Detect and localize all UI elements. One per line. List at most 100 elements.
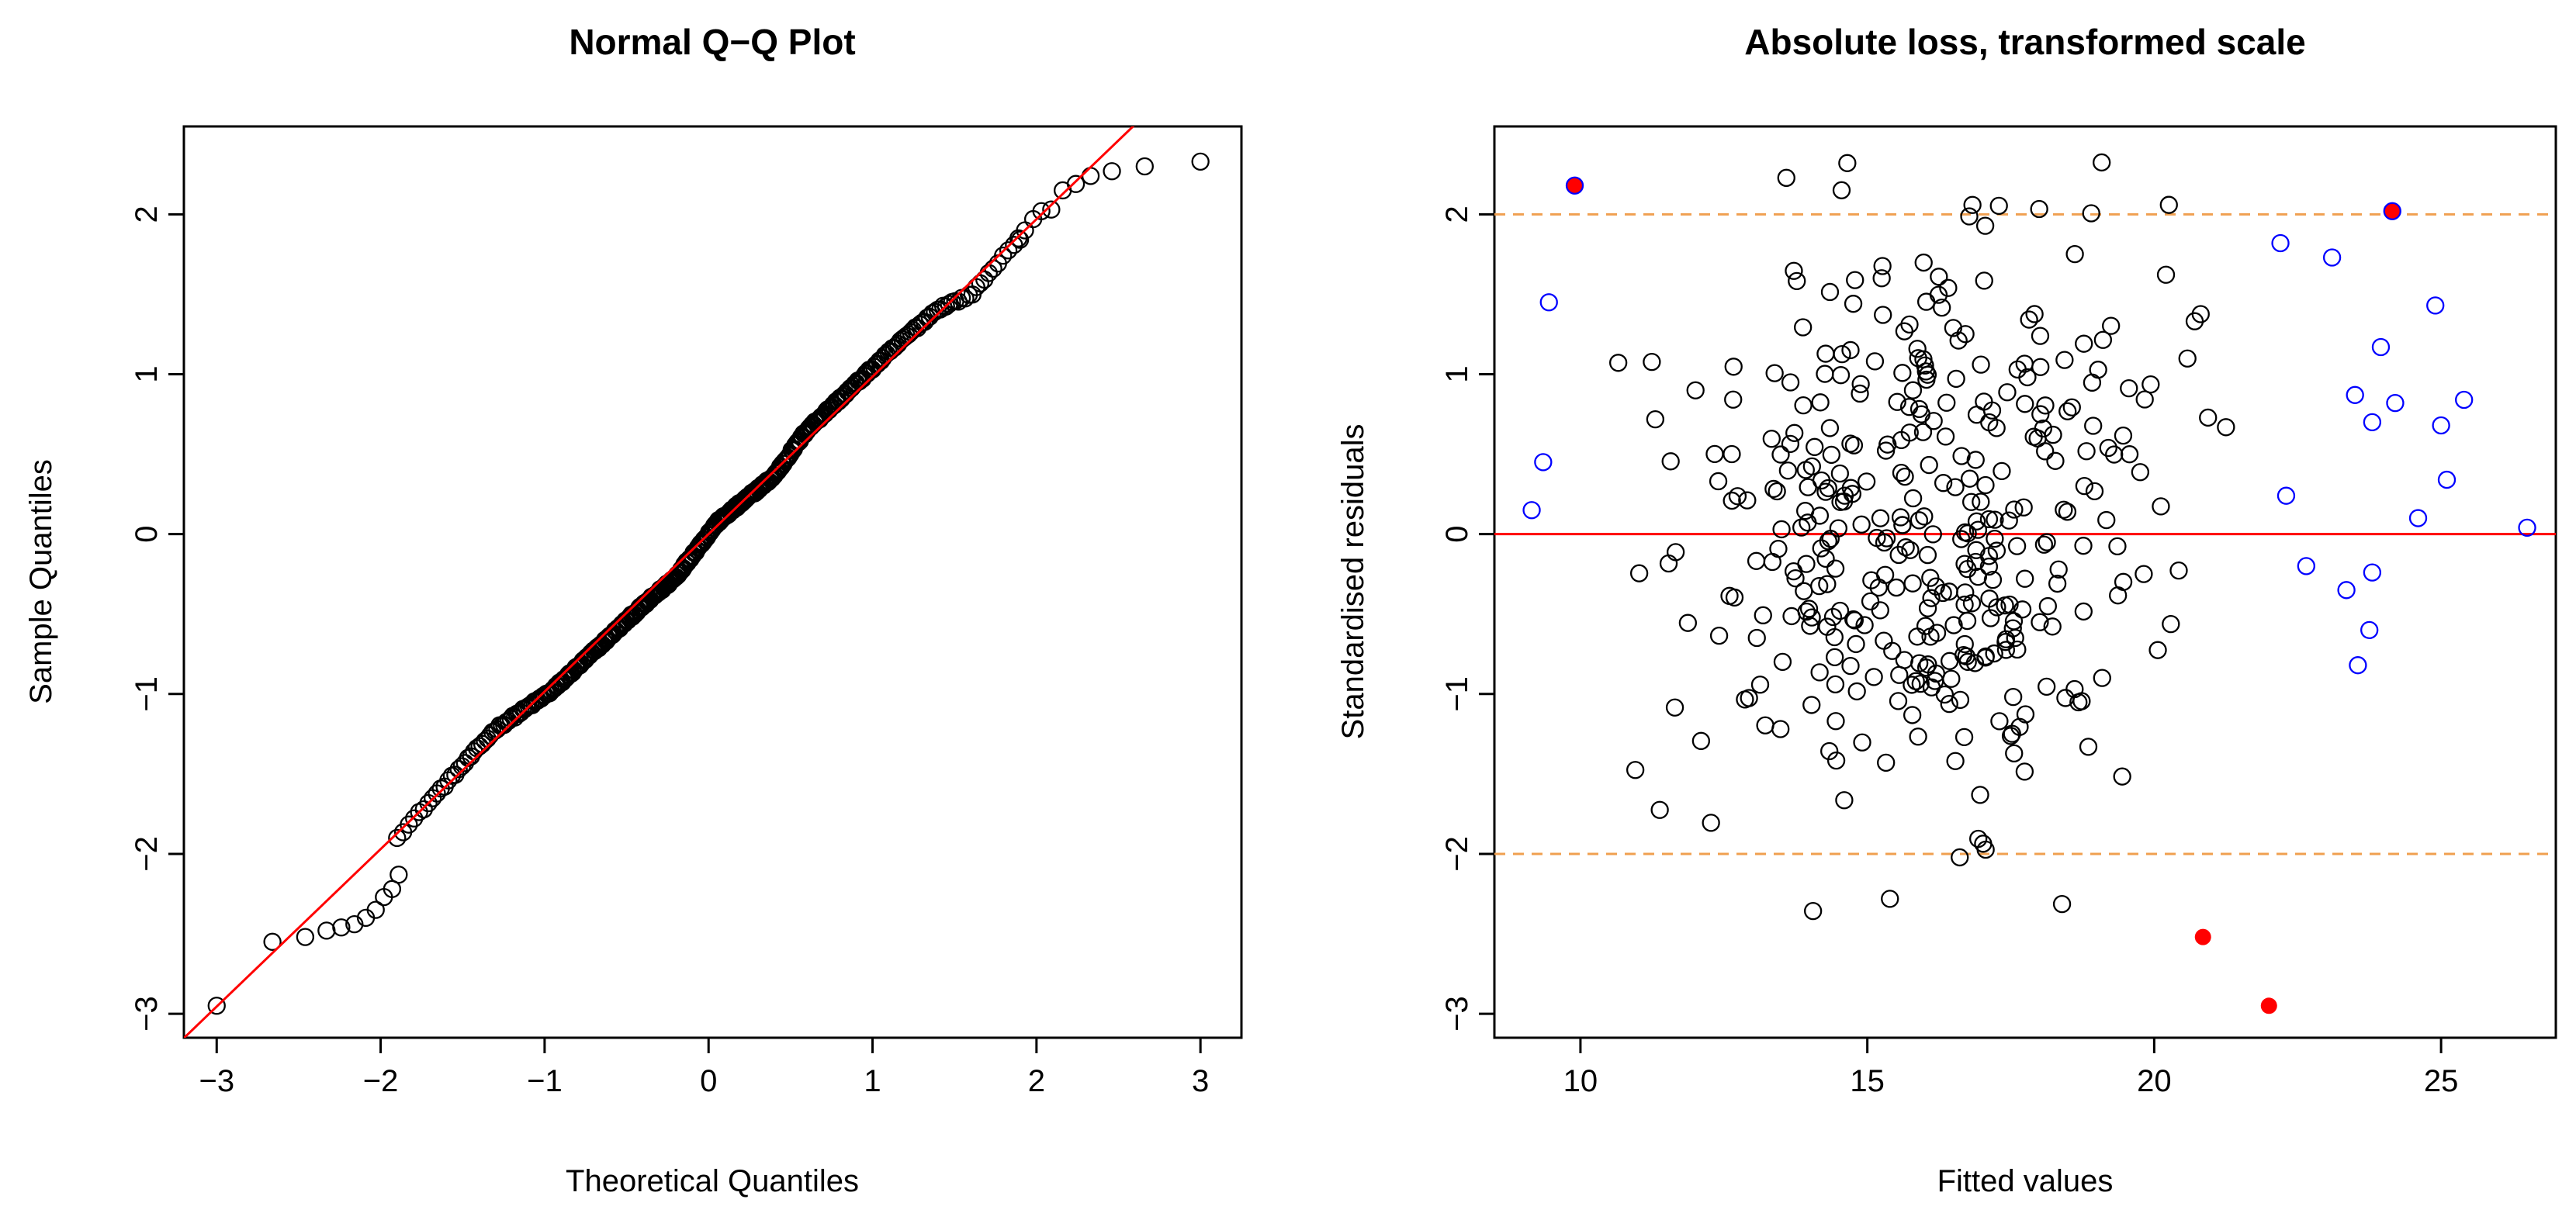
residual-point: [1944, 319, 1963, 337]
residual-point: [1901, 541, 1920, 559]
residual-point: [2135, 390, 2154, 409]
residual-extreme-point: [2297, 557, 2315, 575]
residual-point: [2075, 477, 2094, 496]
residual-point: [1871, 509, 1890, 527]
residual-point: [1833, 344, 1851, 364]
residual-point: [2048, 574, 2067, 593]
residual-point: [1923, 525, 1942, 544]
residual-point: [2085, 482, 2104, 500]
residual-panel: Absolute loss, transformed scale 10 15 20 2…: [1336, 22, 2557, 1198]
residual-point: [2199, 408, 2218, 427]
residual-point: [1736, 690, 1754, 709]
residual-point: [1979, 510, 1999, 528]
residual-point: [2093, 330, 2113, 349]
residual-point: [1961, 492, 1981, 511]
residual-point: [1723, 491, 1741, 510]
residual-point: [1980, 589, 1999, 608]
residual-point: [1802, 608, 1821, 627]
residual-point: [2169, 562, 2188, 580]
residual-point: [1909, 511, 1929, 530]
residual-point: [1819, 532, 1837, 551]
residual-point: [2020, 310, 2038, 329]
residual-point: [1771, 720, 1790, 738]
residual-point: [1933, 298, 1951, 317]
residual-point: [1851, 375, 1870, 393]
residual-point: [1818, 575, 1837, 593]
residual-point: [1728, 487, 1747, 506]
residual-point: [1960, 469, 1979, 488]
qq-y-tick-label: −2: [130, 836, 164, 872]
residual-point: [1912, 405, 1931, 423]
residual-point: [1709, 472, 1728, 491]
residual-point: [1835, 486, 1854, 505]
residual-point: [1888, 392, 1906, 411]
residual-point: [1778, 461, 1798, 480]
residual-extreme-point: [2363, 563, 2382, 582]
qq-point: [388, 828, 407, 848]
residual-point: [1832, 181, 1851, 199]
residual-point: [1908, 340, 1927, 358]
residual-extreme-point: [2346, 385, 2364, 404]
residual-point: [1802, 696, 1821, 714]
residual-point: [2003, 724, 2021, 743]
qq-x-tick-label: 1: [864, 1064, 881, 1098]
residual-point: [2036, 396, 2055, 415]
residual-point: [1857, 472, 1876, 491]
residual-point: [1820, 419, 1840, 437]
residual-point: [1895, 651, 1914, 669]
residual-point: [1738, 491, 1757, 510]
residual-point: [1877, 753, 1896, 772]
residual-point: [2015, 762, 2034, 781]
residual-y-tick-label: −1: [1440, 676, 1474, 712]
residual-point: [1871, 601, 1889, 620]
residual-point: [1989, 196, 2008, 215]
residual-point: [2016, 705, 2035, 724]
residual-point: [1874, 306, 1892, 324]
residual-y-ticks: −3 −2 −1 0 1 2: [1440, 206, 1496, 1032]
residual-point: [1864, 668, 1883, 686]
residual-extreme-point: [2437, 470, 2457, 489]
residual-point: [1853, 733, 1871, 752]
residual-point: [1909, 728, 1927, 746]
residual-point: [1974, 835, 1993, 853]
residual-point: [2178, 349, 2197, 368]
residual-extreme-point: [2277, 486, 2296, 505]
residual-point: [1826, 648, 1844, 667]
residual-point: [1816, 365, 1834, 383]
qq-point: [207, 997, 226, 1015]
residual-point: [1975, 271, 1993, 290]
residual-y-tick-label: −3: [1440, 996, 1474, 1032]
residual-point: [2049, 560, 2068, 579]
residual-point: [1756, 716, 1774, 734]
residual-point: [1983, 570, 2003, 589]
residual-point: [2005, 500, 2024, 519]
residual-point: [1982, 401, 2002, 420]
residual-point: [1971, 786, 1989, 804]
residual-point: [1764, 479, 1783, 499]
residual-point: [1903, 381, 1923, 399]
residual-point: [1747, 551, 1766, 570]
residual-point: [1747, 628, 1766, 648]
residual-point: [1900, 423, 1919, 442]
residual-point: [2141, 375, 2160, 394]
residual-point: [1892, 463, 1911, 482]
qq-point: [1066, 175, 1085, 193]
residual-reference-lines: [1494, 213, 2556, 855]
residual-point: [1806, 437, 1824, 456]
residual-point: [2055, 500, 2073, 519]
residual-x-ticks: 10 15 20 25: [1563, 1036, 2458, 1098]
residual-point: [1951, 690, 1970, 709]
residual-point: [1968, 520, 1988, 539]
residual-point: [1966, 552, 1985, 572]
residual-point: [1782, 607, 1801, 626]
residual-point: [1940, 694, 1958, 714]
residual-point: [1881, 890, 1899, 908]
residual-point: [1916, 617, 1935, 635]
residual-point: [2074, 537, 2093, 555]
residual-point: [1686, 381, 1705, 399]
residual-point: [1960, 207, 1979, 226]
residual-point: [1958, 652, 1977, 671]
residual-point: [1799, 600, 1819, 618]
residual-point: [2058, 503, 2077, 521]
qq-y-tick-label: −3: [130, 996, 164, 1032]
